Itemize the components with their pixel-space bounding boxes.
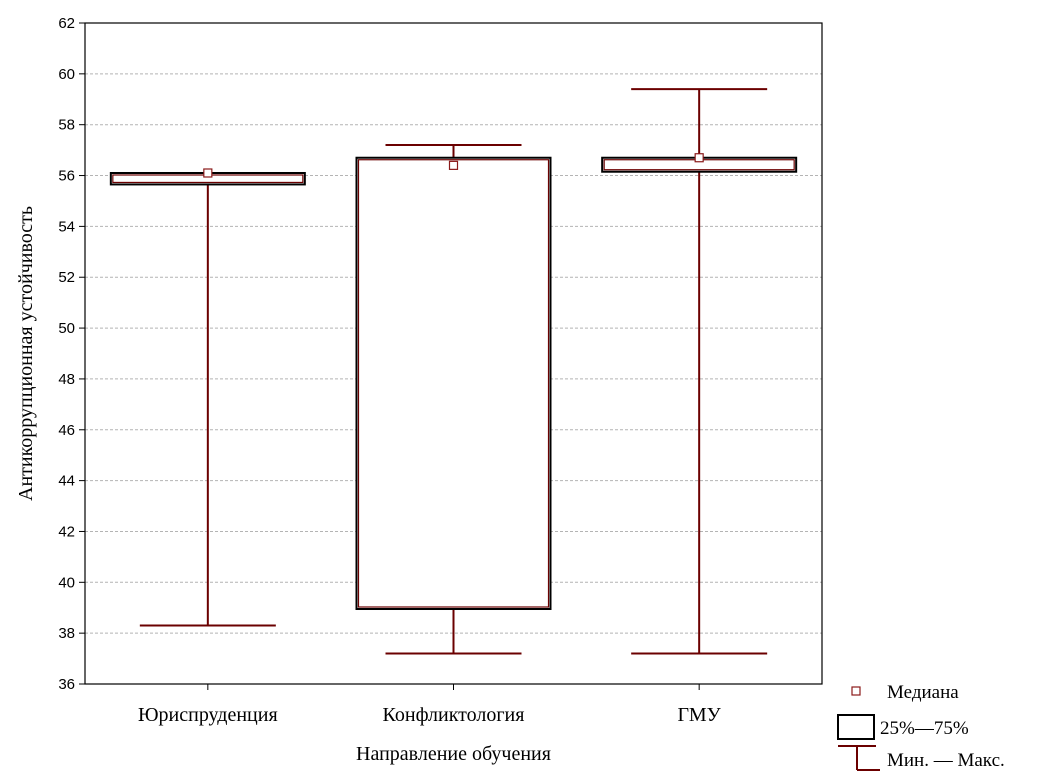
- legend-whisker-label: Мин. — Макс.: [887, 750, 1005, 771]
- x-category-label: ГМУ: [678, 704, 722, 726]
- x-axis-title: Направление обучения: [356, 743, 551, 765]
- iqr-box-inner: [357, 159, 550, 608]
- y-axis-title: Антикоррупционная устойчивость: [15, 206, 37, 501]
- y-tick-label: 62: [58, 15, 75, 32]
- x-category-label: Юриспруденция: [138, 704, 278, 726]
- y-tick-label: 54: [58, 218, 75, 235]
- box-group: [109, 168, 306, 627]
- x-category-label: Конфликтология: [383, 704, 525, 726]
- y-tick-label: 52: [58, 269, 75, 286]
- x-axis-categories: Юриспруденция Конфликтология ГМУ: [138, 684, 722, 726]
- y-tick-label: 42: [58, 523, 75, 540]
- y-tick-label: 60: [58, 66, 75, 83]
- y-tick-label: 56: [58, 168, 75, 185]
- y-tick-label: 50: [58, 320, 75, 337]
- legend-box-label: 25%—75%: [880, 718, 969, 739]
- iqr-box: [355, 156, 552, 611]
- legend-median-label: Медиана: [887, 682, 959, 703]
- y-tick-label: 40: [58, 574, 75, 591]
- box-group: [601, 88, 798, 655]
- box-group: [355, 144, 552, 655]
- boxes: [109, 88, 798, 655]
- y-tick-label: 48: [58, 371, 75, 388]
- y-tick-label: 46: [58, 422, 75, 439]
- legend: Медиана 25%—75% Мин. — Макс.: [837, 682, 1005, 771]
- median-marker: [203, 168, 213, 178]
- median-marker: [694, 153, 704, 163]
- y-tick-label: 38: [58, 625, 75, 642]
- y-tick-label: 44: [58, 473, 75, 490]
- y-tick-label: 58: [58, 117, 75, 134]
- y-axis-ticks: 36 38 40 42 44 46 48 50 52 54 56 58 60 62: [58, 15, 85, 693]
- legend-box-marker: [837, 714, 875, 740]
- legend-median-marker: [851, 686, 861, 696]
- y-tick-label: 36: [58, 676, 75, 693]
- median-marker: [448, 160, 459, 170]
